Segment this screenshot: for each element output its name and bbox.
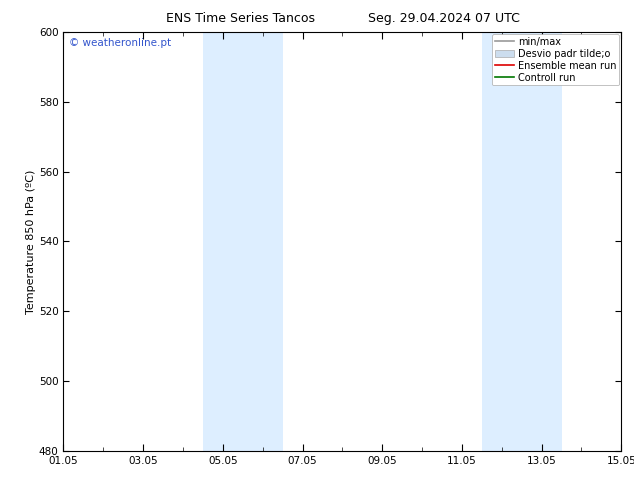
Text: © weatheronline.pt: © weatheronline.pt: [69, 38, 171, 48]
Y-axis label: Temperature 850 hPa (ºC): Temperature 850 hPa (ºC): [26, 169, 36, 314]
Bar: [482, 32, 562, 451]
Text: Seg. 29.04.2024 07 UTC: Seg. 29.04.2024 07 UTC: [368, 12, 520, 25]
Bar: [203, 32, 283, 451]
Text: ENS Time Series Tancos: ENS Time Series Tancos: [166, 12, 316, 25]
Legend: min/max, Desvio padr tilde;o, Ensemble mean run, Controll run: min/max, Desvio padr tilde;o, Ensemble m…: [492, 34, 619, 85]
